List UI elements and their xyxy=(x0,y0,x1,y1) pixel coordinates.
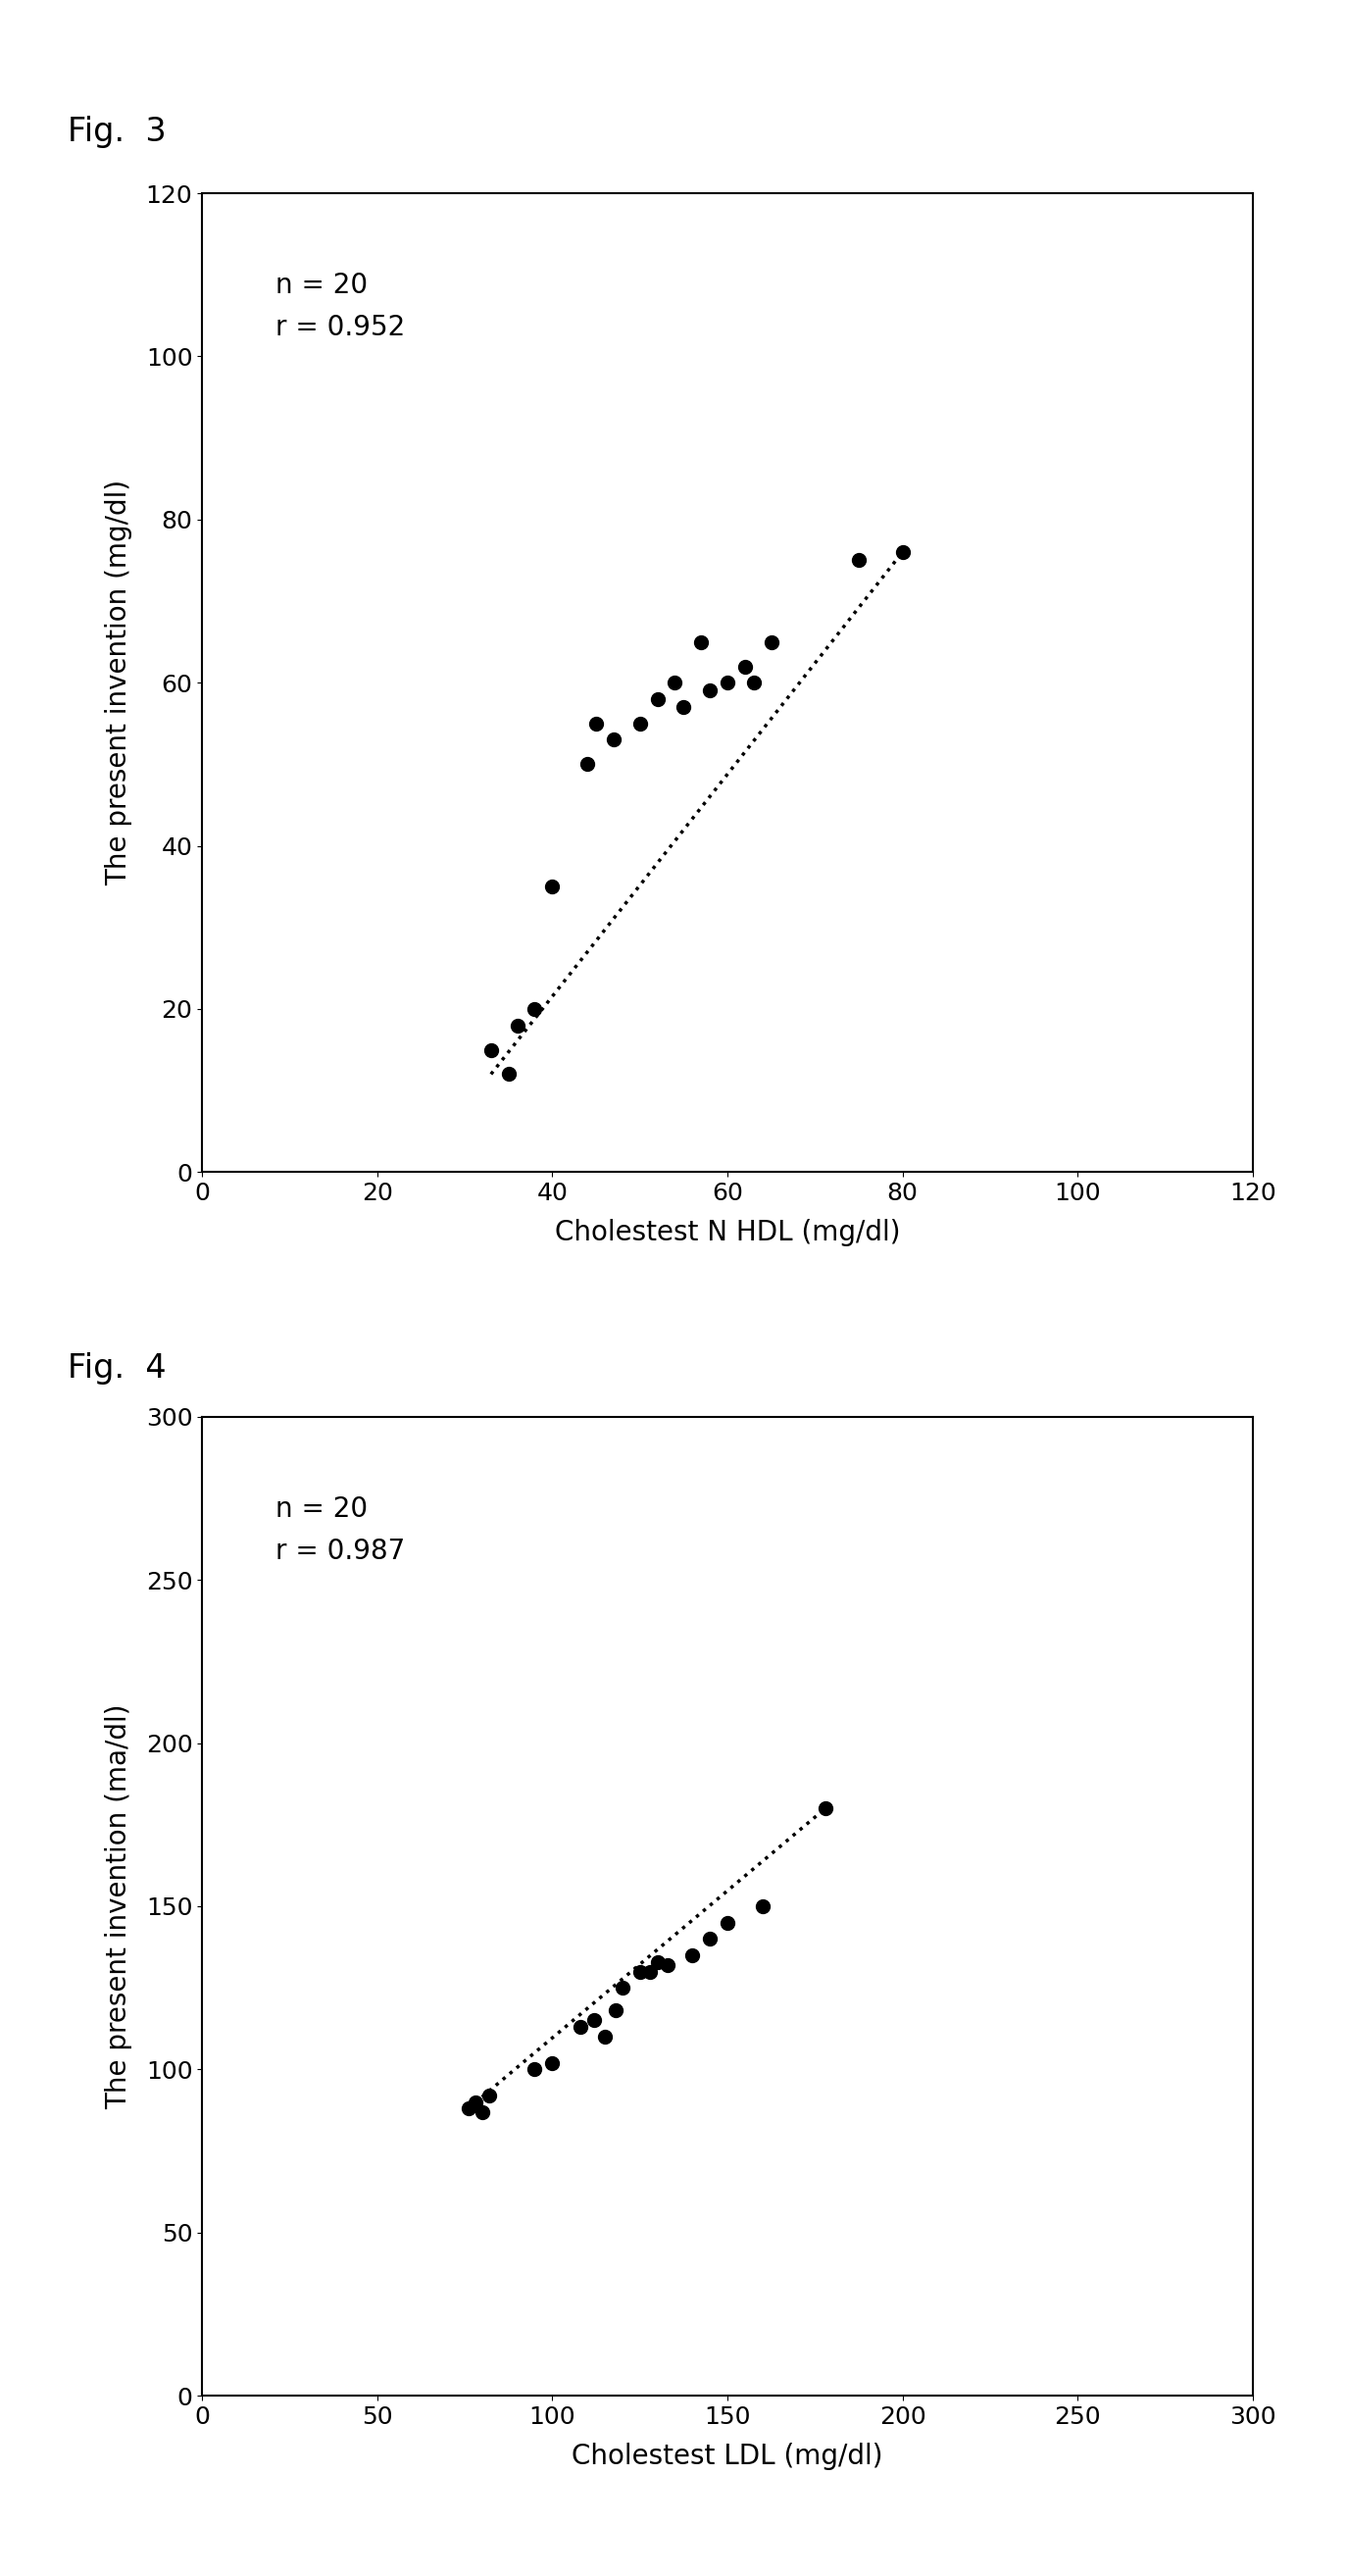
Point xyxy=(586,703,607,744)
Point xyxy=(612,1968,633,2009)
Point xyxy=(717,662,738,703)
X-axis label: Cholestest LDL (mg/dl): Cholestest LDL (mg/dl) xyxy=(571,2442,884,2470)
Point xyxy=(744,662,765,703)
Y-axis label: The present invention (ma/dl): The present invention (ma/dl) xyxy=(105,1703,132,2110)
Text: Fig.  3: Fig. 3 xyxy=(67,116,166,149)
Point xyxy=(691,621,713,662)
Point xyxy=(603,719,625,760)
Point xyxy=(629,703,651,744)
Point xyxy=(640,1950,661,1991)
Point xyxy=(699,670,721,711)
Point xyxy=(524,989,546,1030)
Point xyxy=(674,685,695,726)
Point xyxy=(471,2092,493,2133)
Point xyxy=(583,1999,605,2040)
Point xyxy=(594,2017,616,2058)
Point xyxy=(849,538,870,580)
Point xyxy=(657,1945,679,1986)
Point xyxy=(458,2089,480,2130)
Point xyxy=(734,647,756,688)
Point xyxy=(664,662,686,703)
Point xyxy=(524,2048,546,2089)
Point xyxy=(498,1054,520,1095)
Point xyxy=(717,1901,738,1942)
Point xyxy=(647,677,668,719)
Point xyxy=(577,744,598,786)
Point xyxy=(699,1919,721,1960)
Point xyxy=(570,2007,591,2048)
Point xyxy=(752,1886,773,1927)
Text: n = 20
r = 0.952: n = 20 r = 0.952 xyxy=(276,270,405,343)
Text: Fig.  4: Fig. 4 xyxy=(67,1352,166,1386)
Point xyxy=(605,1991,626,2032)
Text: n = 20
r = 0.987: n = 20 r = 0.987 xyxy=(276,1494,405,1566)
Point xyxy=(629,1950,651,1991)
Point xyxy=(541,866,563,907)
Point xyxy=(761,621,783,662)
Point xyxy=(506,1005,528,1046)
Point xyxy=(478,2074,500,2115)
Y-axis label: The present invention (mg/dl): The present invention (mg/dl) xyxy=(105,479,132,886)
Point xyxy=(892,531,913,572)
Point xyxy=(541,2043,563,2084)
X-axis label: Cholestest N HDL (mg/dl): Cholestest N HDL (mg/dl) xyxy=(555,1218,900,1247)
Point xyxy=(647,1942,668,1984)
Point xyxy=(815,1788,836,1829)
Point xyxy=(465,2081,486,2123)
Point xyxy=(481,1028,502,1069)
Point xyxy=(682,1935,703,1976)
